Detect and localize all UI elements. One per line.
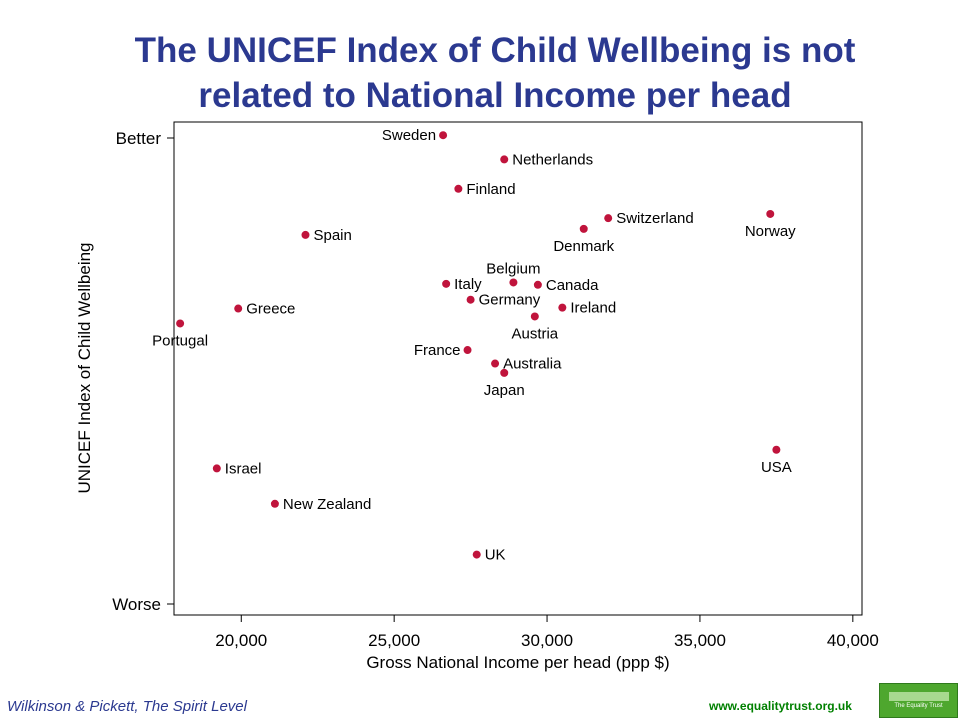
point-denmark: Denmark — [553, 224, 615, 255]
point-uk: UK — [472, 547, 506, 564]
point-japan: Japan — [484, 368, 525, 399]
point-marker — [439, 131, 448, 140]
x-tick-label: 25,000 — [368, 631, 420, 650]
point-marker — [270, 499, 279, 508]
point-label: Finland — [466, 181, 515, 198]
point-finland: Finland — [454, 181, 516, 198]
point-marker — [766, 209, 775, 218]
point-marker — [500, 368, 509, 377]
logo-text: The Equality Trust — [894, 703, 943, 709]
title-line-1: The UNICEF Index of Child Wellbeing is n… — [134, 31, 856, 70]
point-label: Australia — [503, 356, 562, 373]
point-usa: USA — [761, 445, 792, 476]
point-label: Canada — [546, 277, 599, 294]
point-israel: Israel — [212, 460, 262, 477]
point-marker — [176, 319, 185, 328]
y-tick-label: Worse — [112, 595, 161, 614]
plot-area — [173, 121, 863, 616]
point-label: Denmark — [553, 238, 614, 255]
point-label: Spain — [313, 227, 351, 244]
point-label: Japan — [484, 382, 525, 399]
point-france: France — [414, 342, 472, 359]
point-belgium: Belgium — [486, 260, 541, 287]
axes: 20,000 25,000 30,000 35,000 40,000 Better Wors… — [112, 129, 879, 650]
y-tick-label: Better — [116, 129, 162, 148]
point-marker — [234, 304, 243, 313]
point-label: USA — [761, 459, 792, 476]
x-axis-label: Gross National Income per head (ppp $) — [366, 653, 669, 672]
point-canada: Canada — [533, 277, 599, 294]
point-marker — [500, 155, 509, 164]
point-marker — [530, 312, 539, 321]
data-points: Sweden Netherlands Finland SwitzerlandDenma… — [152, 127, 796, 563]
point-marker — [472, 550, 481, 559]
point-label: Netherlands — [512, 151, 593, 168]
title-line-2: related to National Income per head — [198, 76, 792, 115]
point-switzerland: Switzerland — [604, 210, 694, 227]
point-label: France — [414, 342, 461, 359]
point-marker — [579, 224, 588, 233]
x-tick-label: 40,000 — [827, 631, 879, 650]
chart-title: The UNICEF Index of Child Wellbeing is n… — [0, 28, 960, 118]
point-portugal: Portugal — [152, 319, 208, 349]
point-label: UK — [485, 547, 506, 564]
point-label: Norway — [745, 223, 796, 240]
point-new-zealand: New Zealand — [270, 496, 371, 513]
point-sweden: Sweden — [382, 127, 448, 144]
website-link[interactable]: www.equalitytrust.org.uk — [709, 699, 852, 713]
point-marker — [772, 445, 781, 454]
point-marker — [301, 230, 310, 239]
logo-bar-graphic — [888, 692, 949, 701]
x-tick-label: 35,000 — [674, 631, 726, 650]
point-ireland: Ireland — [558, 300, 616, 317]
point-marker — [558, 303, 567, 312]
x-tick-label: 30,000 — [521, 631, 573, 650]
point-marker — [466, 295, 475, 304]
point-greece: Greece — [234, 301, 295, 318]
point-label: Portugal — [152, 332, 208, 349]
point-marker — [442, 279, 451, 288]
point-label: Belgium — [486, 260, 540, 277]
point-italy: Italy — [442, 276, 482, 293]
point-marker — [509, 278, 518, 287]
point-marker — [491, 359, 500, 368]
point-label: Sweden — [382, 127, 436, 144]
point-label: Austria — [511, 325, 558, 342]
point-label: Germany — [479, 292, 541, 309]
point-norway: Norway — [745, 209, 796, 240]
point-label: Switzerland — [616, 210, 694, 227]
point-marker — [463, 346, 472, 355]
point-marker — [454, 184, 463, 193]
point-label: Italy — [454, 276, 482, 293]
citation-text: Wilkinson & Pickett, The Spirit Level — [7, 698, 247, 715]
point-marker — [212, 464, 221, 473]
point-austria: Austria — [511, 312, 559, 342]
point-netherlands: Netherlands — [500, 151, 593, 168]
point-germany: Germany — [466, 292, 541, 309]
point-label: Israel — [225, 460, 262, 477]
point-australia: Australia — [491, 356, 562, 373]
point-marker — [533, 280, 542, 289]
x-tick-label: 20,000 — [215, 631, 267, 650]
point-label: Greece — [246, 301, 295, 318]
equality-trust-logo: The Equality Trust — [879, 683, 958, 718]
point-marker — [604, 214, 613, 223]
point-spain: Spain — [301, 227, 352, 244]
point-label: Ireland — [570, 300, 616, 317]
point-label: New Zealand — [283, 496, 371, 513]
y-axis-label: UNICEF Index of Child Wellbeing — [75, 242, 94, 493]
